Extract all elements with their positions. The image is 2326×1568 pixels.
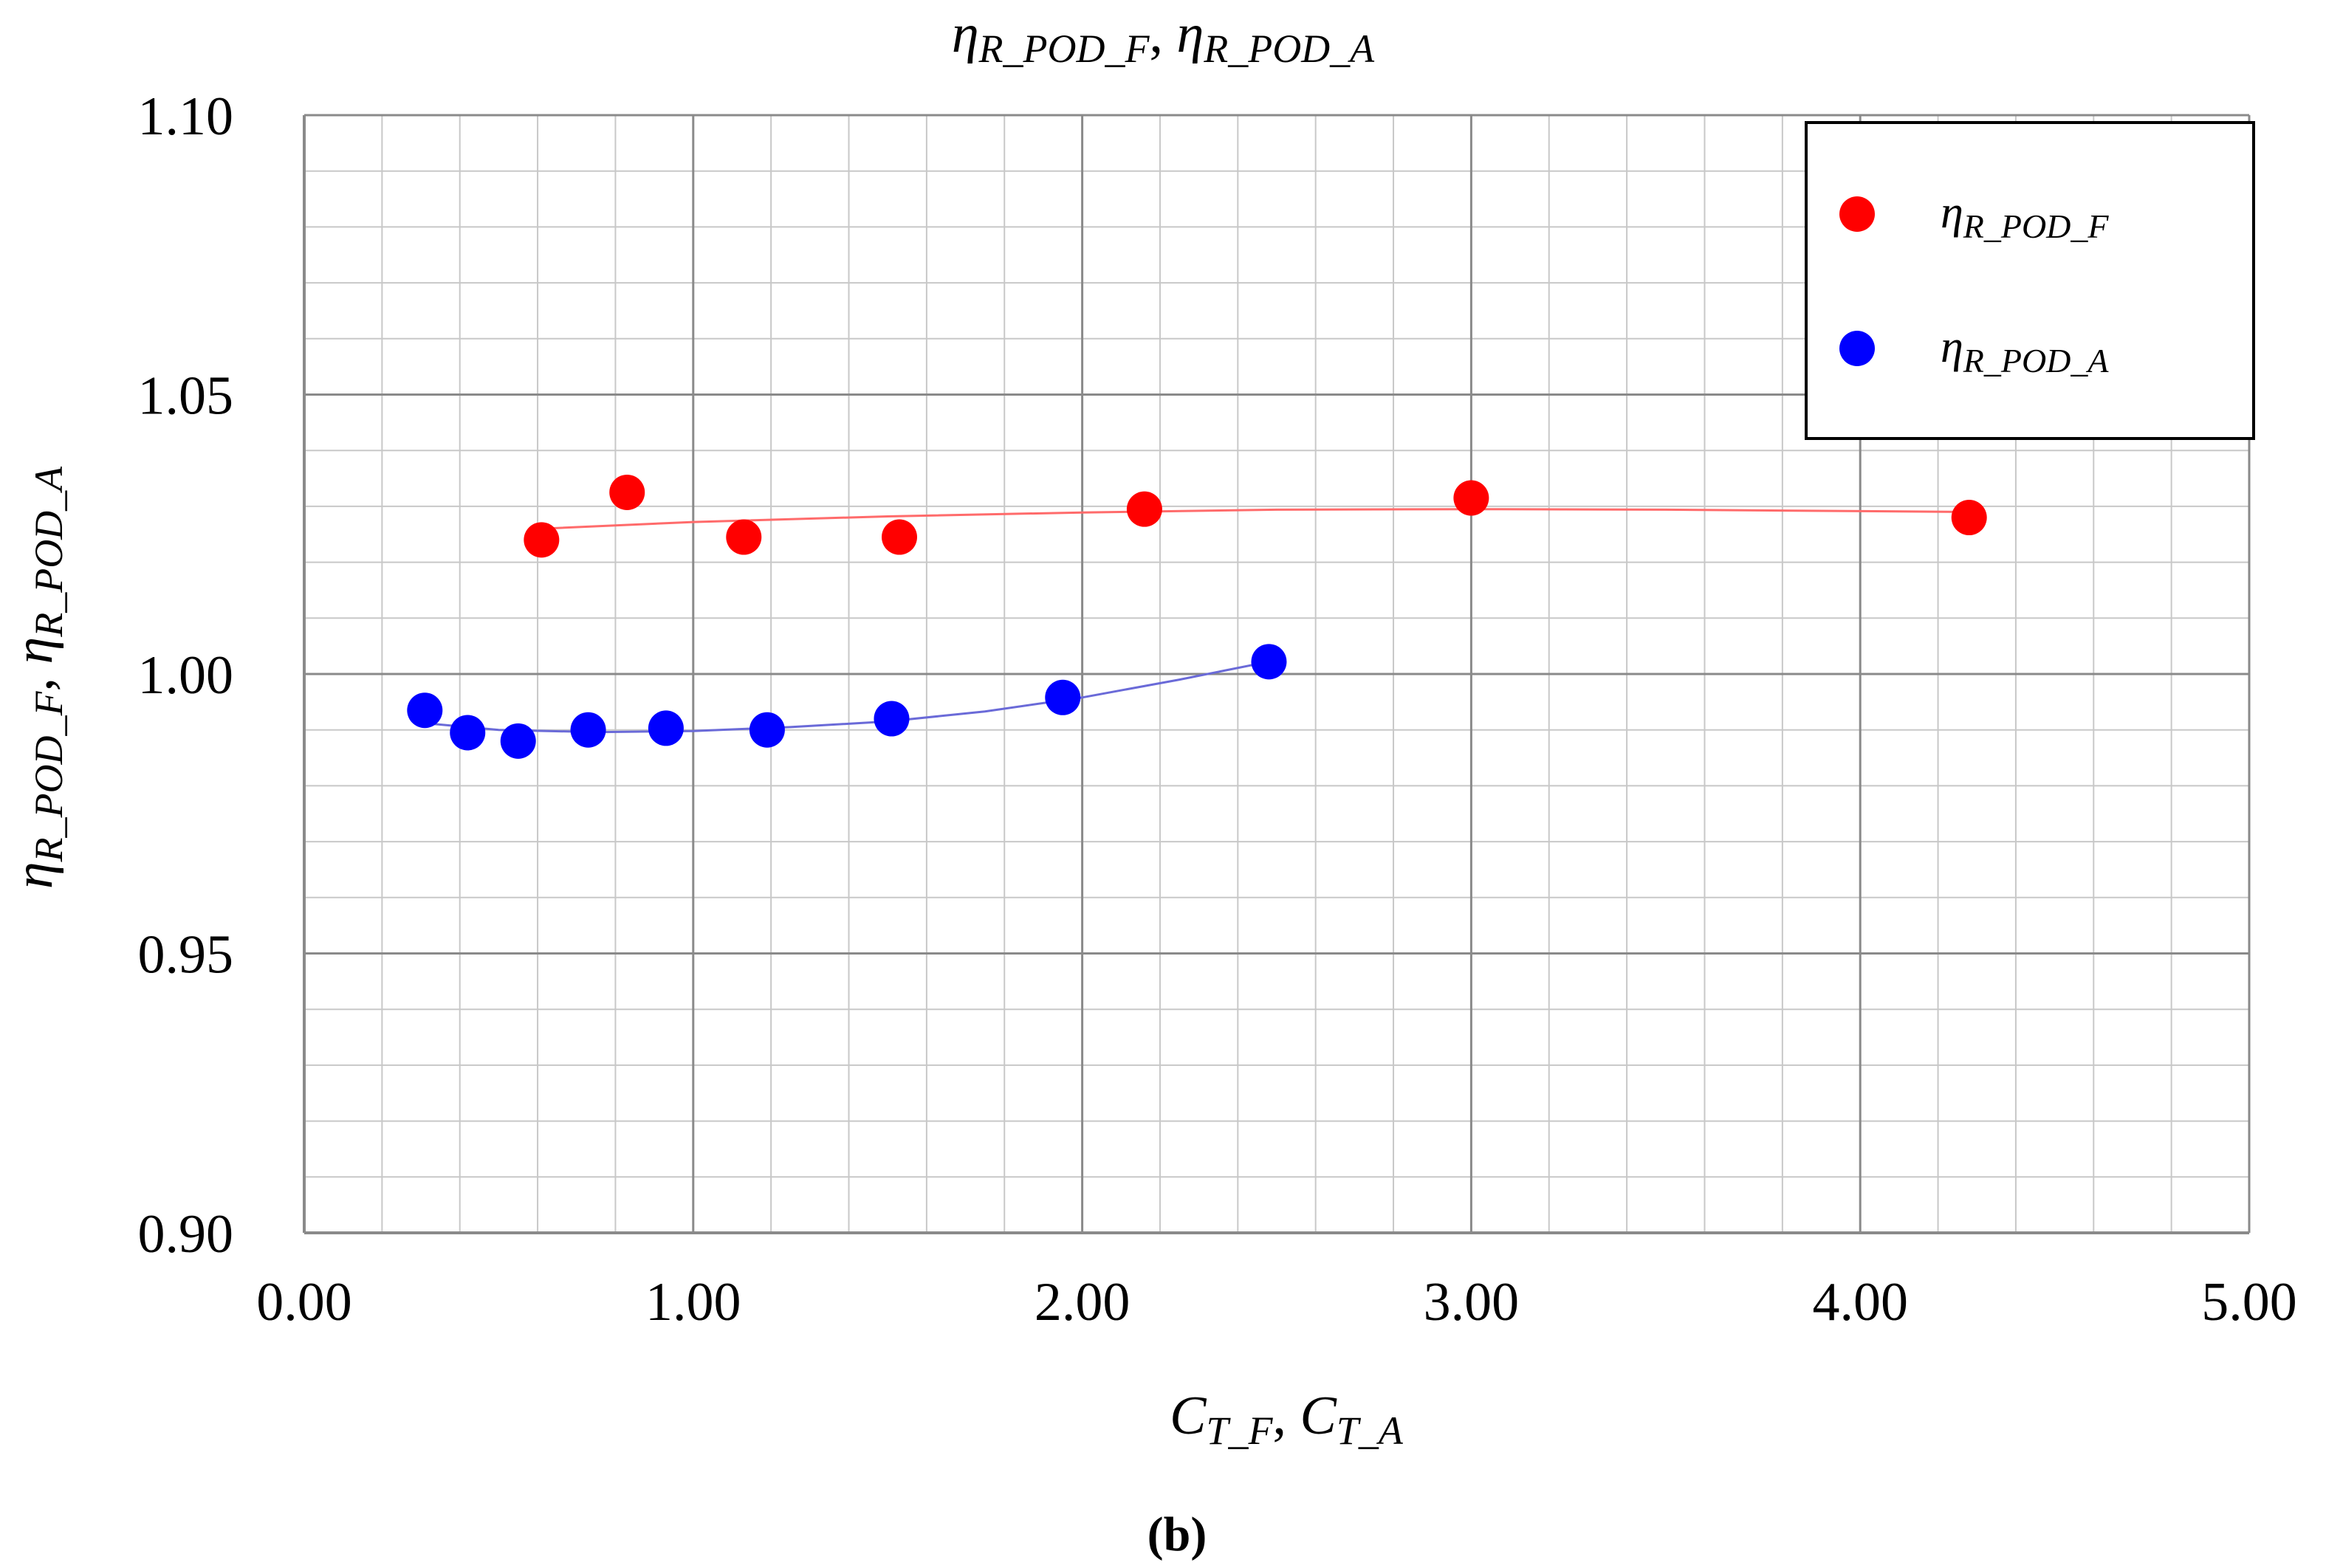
data-point-series-1: [726, 519, 762, 555]
legend-marker-series-1: [1839, 196, 1875, 232]
data-point-series-2: [874, 701, 910, 737]
chart-title: ηR_POD_F, ηR_POD_A: [952, 4, 1375, 71]
y-tick-label: 1.10: [138, 86, 234, 147]
x-tick-label: 2.00: [1035, 1272, 1131, 1333]
trendline-series-1: [541, 508, 1969, 530]
data-point-series-2: [570, 712, 606, 748]
data-point-series-1: [609, 474, 645, 510]
y-axis-label: ηR_POD_F, ηR_POD_A: [4, 466, 71, 889]
axes: 0.00 1.00 2.00 3.00 4.00 5.00 0.90 0.95 1.00 1.05…: [138, 86, 2297, 1333]
data-point-series-2: [648, 710, 684, 746]
x-tick-label: 1.00: [645, 1272, 741, 1333]
data-point-series-1: [1951, 500, 1987, 536]
legend-box: [1805, 121, 2255, 440]
data-point-series-2: [450, 715, 486, 751]
y-tick-label: 0.95: [138, 925, 234, 986]
data-points: [407, 474, 1987, 759]
x-tick-label: 3.00: [1424, 1272, 1520, 1333]
trendlines: [425, 508, 1969, 734]
data-point-series-1: [524, 522, 560, 558]
data-point-series-1: [1126, 491, 1162, 527]
data-point-series-2: [407, 692, 443, 729]
trendline-series-2: [425, 660, 1269, 734]
y-tick-label: 0.90: [138, 1204, 234, 1265]
legend-marker-series-2: [1839, 331, 1875, 366]
data-point-series-2: [749, 712, 785, 748]
y-tick-label: 1.00: [138, 645, 234, 706]
data-point-series-2: [1045, 679, 1081, 715]
legend-label-series-2: ηR_POD_A: [1941, 322, 2109, 379]
figure-caption: (b): [1147, 1507, 1207, 1561]
grid: [303, 114, 2251, 1234]
x-tick-label: 5.00: [2201, 1272, 2297, 1333]
legend: ηR_POD_F ηR_POD_A: [1805, 121, 2255, 440]
y-tick-label: 1.05: [138, 366, 234, 427]
data-point-series-1: [882, 519, 918, 555]
x-tick-label: 0.00: [256, 1272, 352, 1333]
legend-label-series-1: ηR_POD_F: [1941, 188, 2109, 245]
data-point-series-2: [500, 723, 536, 759]
data-point-series-1: [1453, 480, 1489, 516]
data-point-series-2: [1251, 644, 1287, 680]
x-tick-label: 4.00: [1812, 1272, 1908, 1333]
x-axis-label: CT_F, CT_A: [1170, 1386, 1404, 1453]
